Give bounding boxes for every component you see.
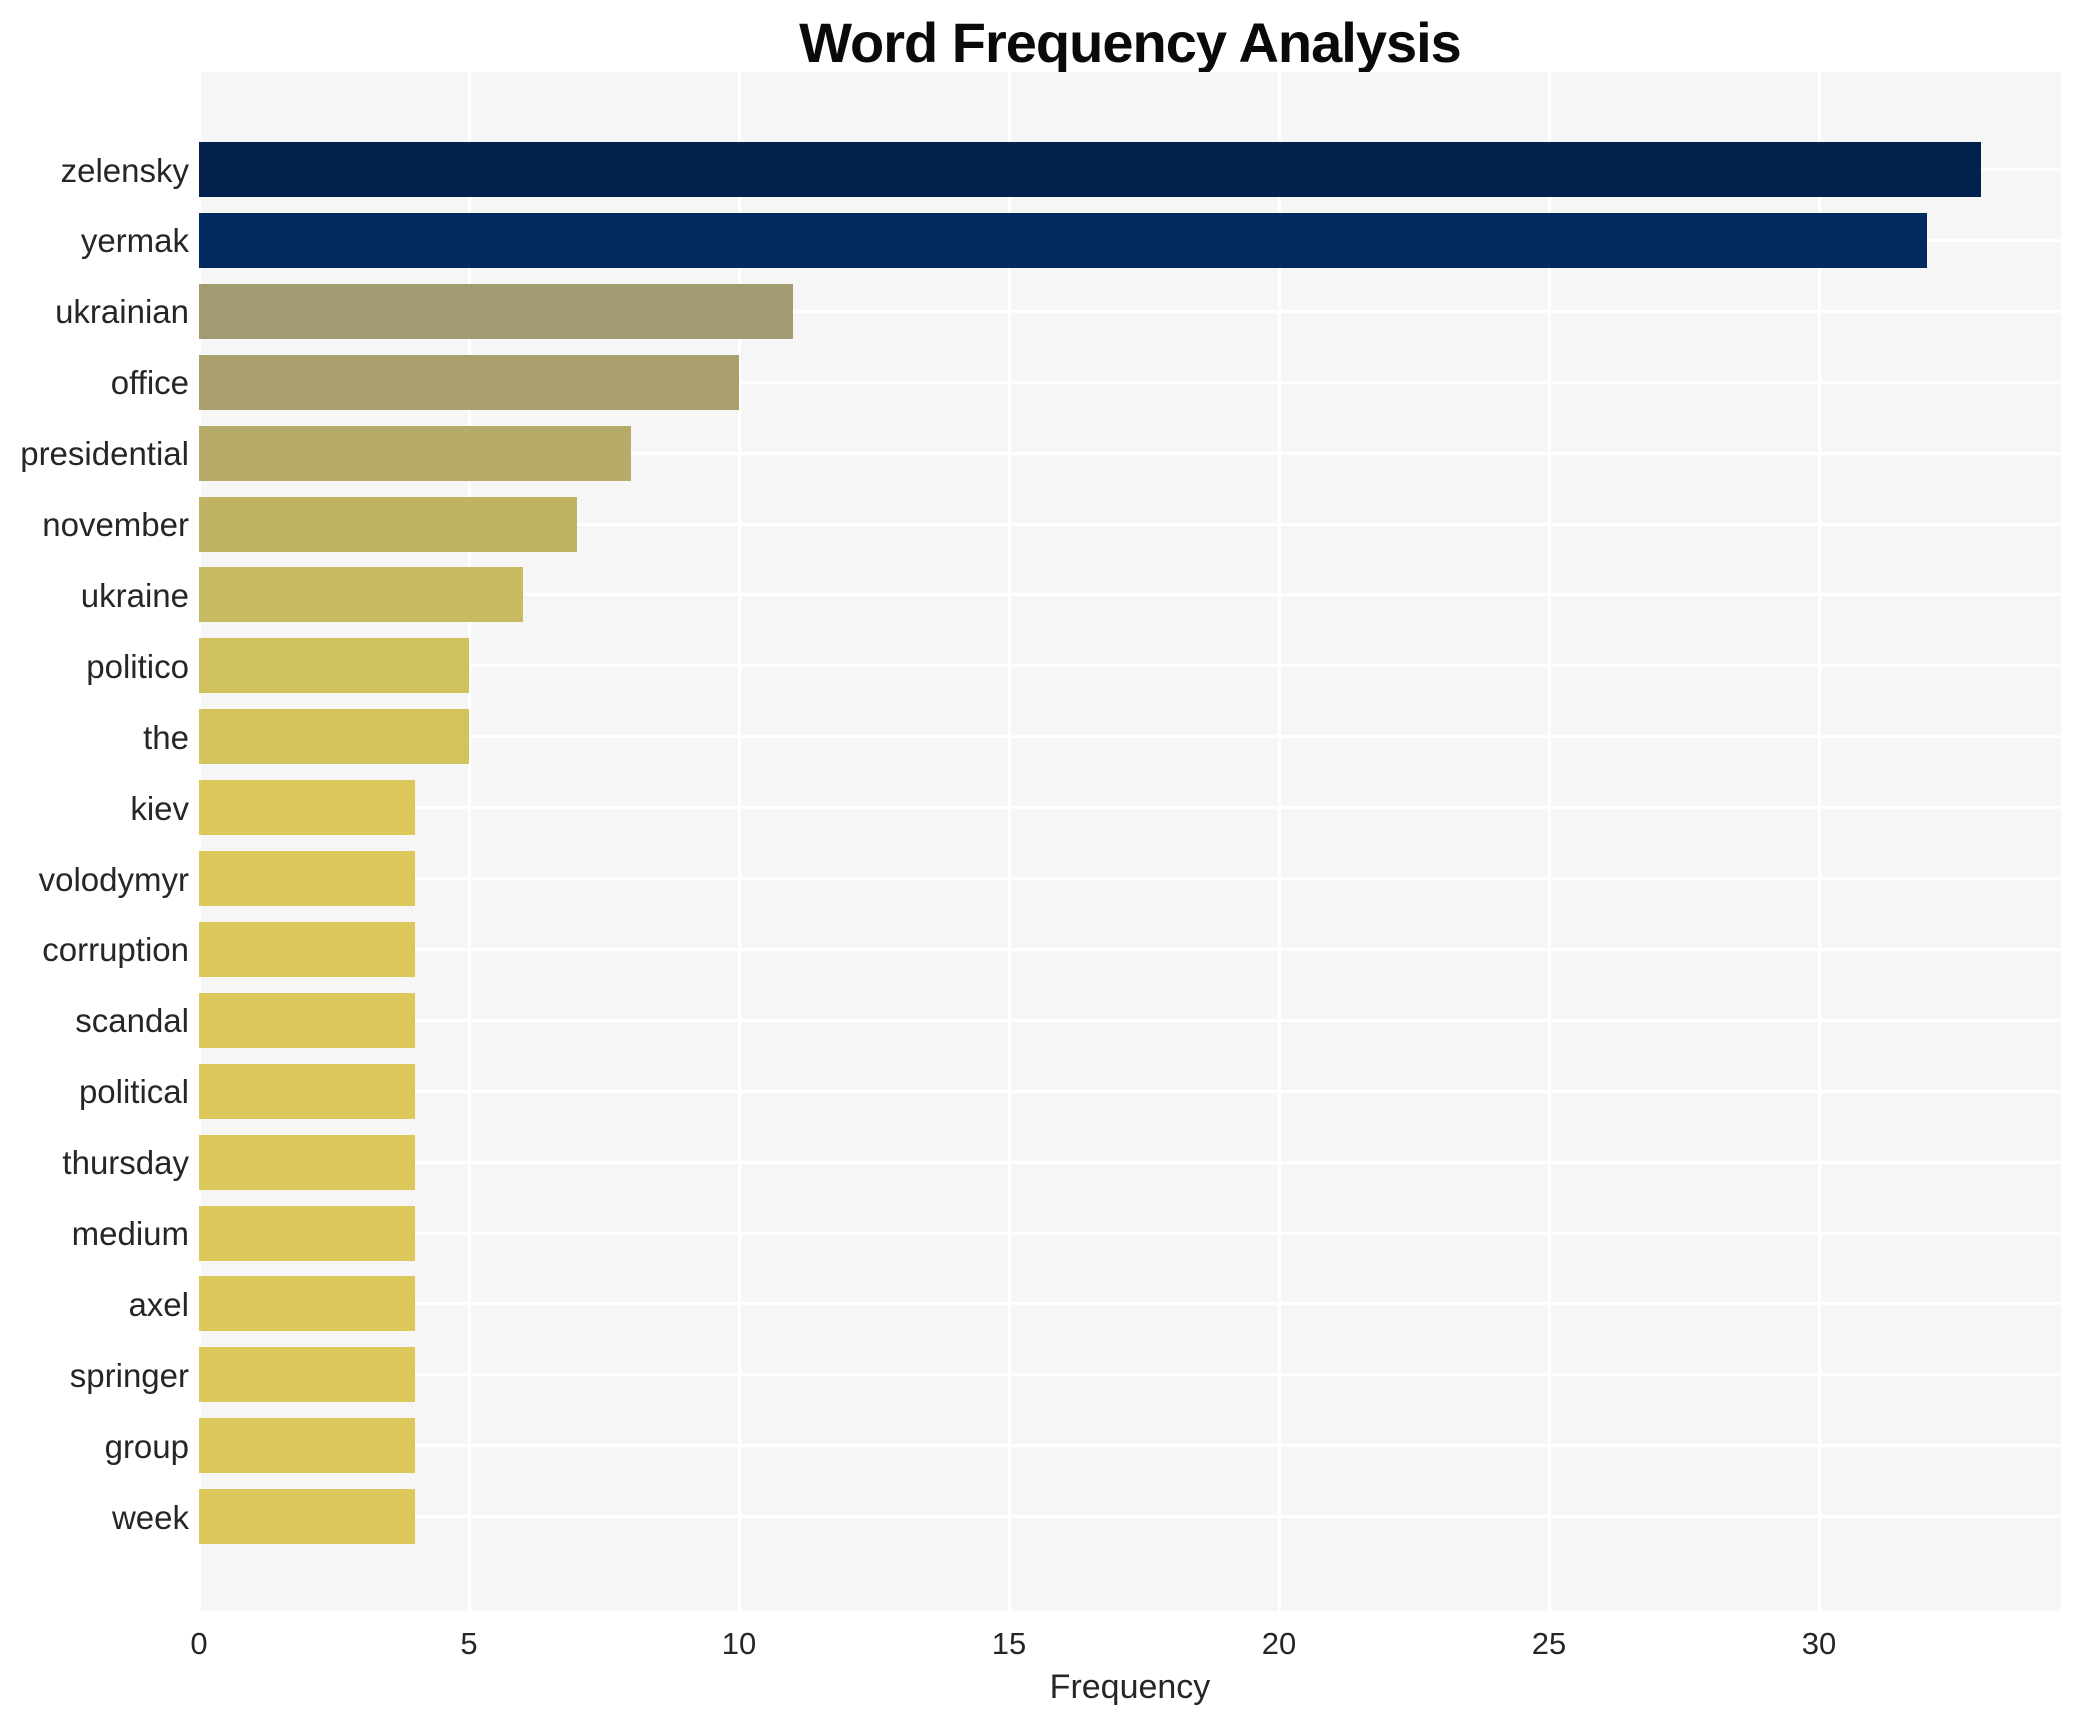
y-tick-label-scandal: scandal (75, 1002, 189, 1040)
y-tick-label-corruption: corruption (42, 931, 189, 969)
gridline-y-scandal (199, 1018, 2061, 1022)
x-tick-label-10: 10 (721, 1626, 757, 1661)
y-tick-label-ukraine: ukraine (80, 576, 189, 614)
gridline-y-presidential (199, 451, 2061, 455)
y-tick-label-thursday: thursday (62, 1144, 189, 1182)
bar-kiev (199, 780, 415, 836)
gridline-x-20 (1278, 72, 1281, 1611)
gridline-x-15 (1008, 72, 1011, 1611)
gridline-y-politico (199, 664, 2061, 668)
gridline-y-ukrainian (199, 309, 2061, 313)
y-tick-label-group: group (104, 1427, 189, 1465)
gridline-y-office (199, 380, 2061, 384)
bar-corruption (199, 921, 415, 977)
bar-axel (199, 1276, 415, 1332)
gridline-y-november (199, 522, 2061, 526)
gridline-y-ukraine (199, 593, 2061, 597)
x-axis-title: Frequency (1049, 1668, 1211, 1706)
y-tick-label-springer: springer (69, 1356, 189, 1394)
bar-political (199, 1063, 415, 1119)
bar-ukraine (199, 567, 523, 623)
bar-politico (199, 638, 469, 694)
bar-the (199, 709, 469, 765)
gridline-y-volodymyr (199, 877, 2061, 880)
gridline-x-30 (1818, 72, 1821, 1611)
y-tick-label-kiev: kiev (130, 789, 189, 827)
y-tick-label-political: political (78, 1073, 189, 1111)
bar-yermak (199, 212, 1927, 268)
x-tick-label-30: 30 (1801, 1626, 1837, 1661)
x-tick-label-15: 15 (991, 1626, 1027, 1661)
x-tick-label-25: 25 (1531, 1626, 1567, 1661)
gridline-x-10 (738, 72, 741, 1611)
gridline-y-corruption (199, 947, 2061, 951)
gridline-y-week (199, 1515, 2061, 1519)
gridline-x-5 (468, 72, 471, 1611)
y-tick-label-volodymyr: volodymyr (38, 860, 189, 898)
x-tick-label-0: 0 (190, 1626, 208, 1661)
gridline-y-political (199, 1089, 2061, 1093)
y-tick-label-ukrainian: ukrainian (55, 293, 189, 331)
gridline-y-medium (199, 1231, 2061, 1235)
y-tick-label-yermak: yermak (80, 222, 189, 260)
gridline-x-0 (198, 72, 201, 1611)
bar-november (199, 496, 577, 552)
plot-area (198, 72, 2061, 1611)
gridline-y-kiev (199, 806, 2061, 810)
gridline-y-group (199, 1444, 2061, 1448)
gridline-y-axel (199, 1302, 2061, 1306)
gridline-x-25 (1548, 72, 1551, 1611)
y-tick-label-november: november (42, 506, 189, 543)
gridline-y-the (199, 735, 2061, 739)
gridline-y-thursday (199, 1160, 2061, 1164)
y-tick-label-axel: axel (128, 1285, 189, 1323)
x-tick-label-20: 20 (1261, 1626, 1297, 1661)
y-tick-label-the: the (143, 718, 189, 756)
bar-presidential (199, 425, 631, 481)
y-tick-label-presidential: presidential (20, 435, 189, 473)
y-tick-label-zelensky: zelensky (60, 151, 189, 189)
y-tick-label-week: week (111, 1498, 189, 1536)
bar-group (199, 1418, 415, 1474)
bar-medium (199, 1205, 415, 1261)
y-tick-label-office: office (110, 364, 189, 402)
bar-ukrainian (199, 283, 793, 339)
gridline-y-springer (199, 1373, 2061, 1377)
x-tick-label-5: 5 (460, 1626, 478, 1661)
y-tick-label-politico: politico (86, 647, 189, 685)
bar-thursday (199, 1134, 415, 1190)
bar-scandal (199, 992, 415, 1048)
y-tick-label-medium: medium (71, 1215, 189, 1252)
bar-week (199, 1489, 415, 1545)
bar-office (199, 354, 739, 410)
chart-title: Word Frequency Analysis (799, 11, 1462, 74)
bar-zelensky (199, 142, 1981, 197)
bar-springer (199, 1347, 415, 1403)
bar-volodymyr (199, 851, 415, 906)
